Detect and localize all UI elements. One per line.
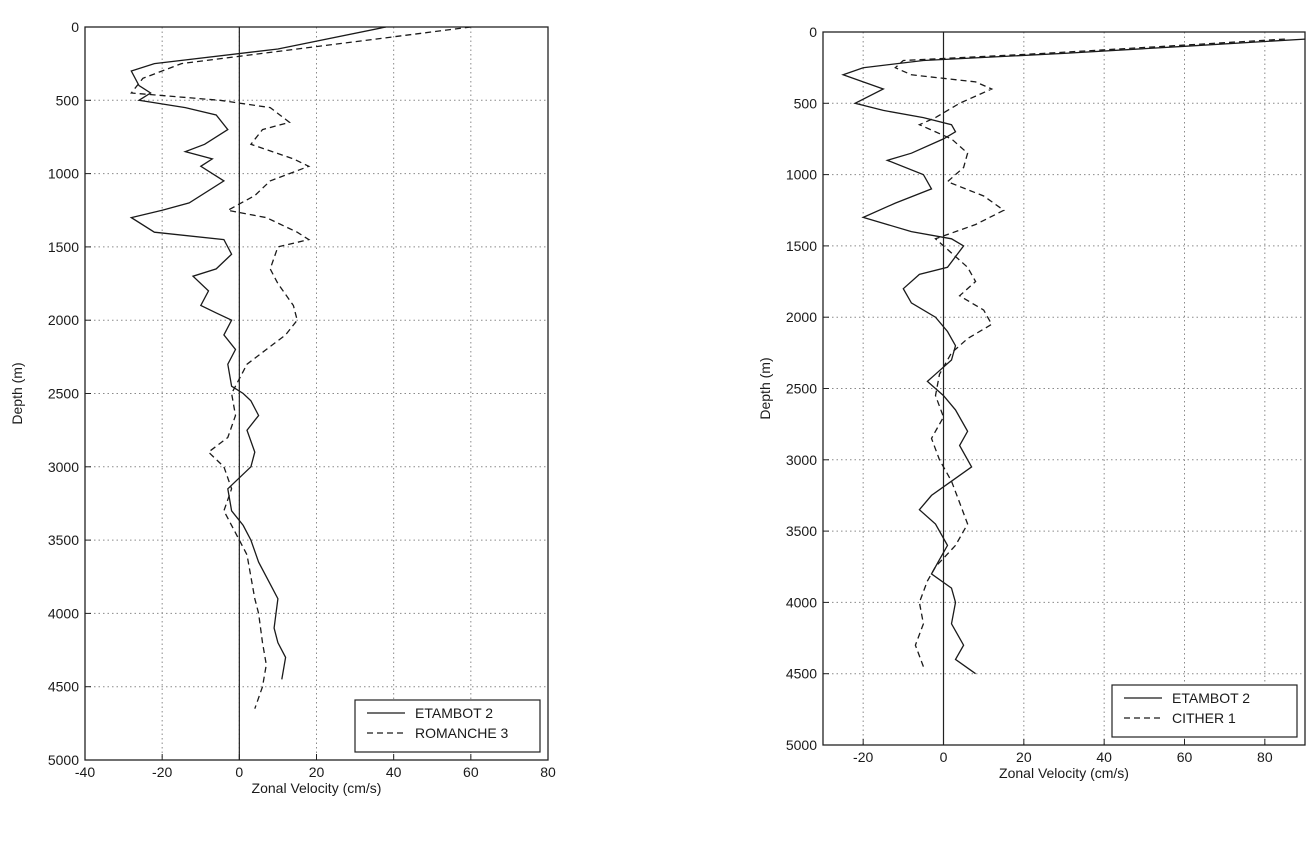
y-tick-label-4: 2000	[786, 309, 817, 325]
y-tick-label-1: 500	[56, 92, 80, 108]
x-tick-label-5: 80	[1257, 749, 1273, 765]
y-tick-label-3: 1500	[48, 239, 79, 255]
legend-box	[354, 699, 541, 753]
x-axis-label: Zonal Velocity (cm/s)	[999, 765, 1129, 781]
y-tick-label-2: 1000	[786, 167, 817, 183]
series-2-line	[894, 38, 1285, 667]
y-axis-label: Depth (m)	[9, 362, 25, 424]
legend-label-1: ETAMBOT 2	[415, 705, 493, 721]
y-tick-label-5: 2500	[786, 381, 817, 397]
series-1-line	[841, 38, 1305, 675]
y-tick-label-9: 4500	[48, 679, 79, 695]
y-tick-label-6: 3000	[786, 452, 817, 468]
x-tick-label-3: 40	[1096, 749, 1112, 765]
y-tick-label-0: 0	[809, 24, 817, 40]
legend-label-2: ROMANCHE 3	[415, 725, 509, 741]
x-tick-label-5: 60	[463, 764, 479, 780]
series-2-line	[130, 27, 471, 709]
y-tick-label-7: 3500	[786, 523, 817, 539]
x-axis-label: Zonal Velocity (cm/s)	[252, 780, 382, 796]
legend-label-2: CITHER 1	[1172, 710, 1236, 726]
y-tick-label-7: 3500	[48, 532, 79, 548]
x-tick-label-4: 40	[386, 764, 402, 780]
x-tick-label-1: -20	[152, 764, 172, 780]
x-tick-label-2: 20	[1016, 749, 1032, 765]
y-tick-label-1: 500	[794, 95, 818, 111]
x-tick-label-6: 80	[540, 764, 556, 780]
legend: ETAMBOT 2 CITHER 1	[1111, 684, 1298, 738]
series-1-line	[129, 27, 387, 680]
y-tick-label-10: 5000	[48, 752, 79, 768]
x-tick-label-0: -20	[853, 749, 873, 765]
x-tick-label-0: -40	[75, 764, 95, 780]
legend-box	[1111, 684, 1298, 738]
legend: ETAMBOT 2 ROMANCHE 3	[354, 699, 541, 753]
y-tick-label-10: 5000	[786, 737, 817, 753]
y-tick-label-8: 4000	[48, 605, 79, 621]
y-tick-label-2: 1000	[48, 166, 79, 182]
y-axis-label: Depth (m)	[757, 357, 773, 419]
x-tick-label-2: 0	[235, 764, 243, 780]
chart-2: -20 0 20 40 60 80 0 500 1000 1500 2000 2500 3000 3500…	[757, 24, 1306, 781]
y-tick-label-3: 1500	[786, 238, 817, 254]
y-tick-label-5: 2500	[48, 386, 79, 402]
plot-frame	[84, 26, 549, 761]
y-tick-label-8: 4000	[786, 594, 817, 610]
x-tick-label-1: 0	[940, 749, 948, 765]
x-tick-label-4: 60	[1177, 749, 1193, 765]
x-tick-label-3: 20	[309, 764, 325, 780]
chart-1: -40 -20 0 20 40 60 80 0 500 1000 1500 2000 2500 3000 3…	[9, 19, 556, 796]
y-tick-label-4: 2000	[48, 312, 79, 328]
y-tick-label-0: 0	[71, 19, 79, 35]
y-tick-label-9: 4500	[786, 666, 817, 682]
y-tick-label-6: 3000	[48, 459, 79, 475]
legend-label-1: ETAMBOT 2	[1172, 690, 1250, 706]
